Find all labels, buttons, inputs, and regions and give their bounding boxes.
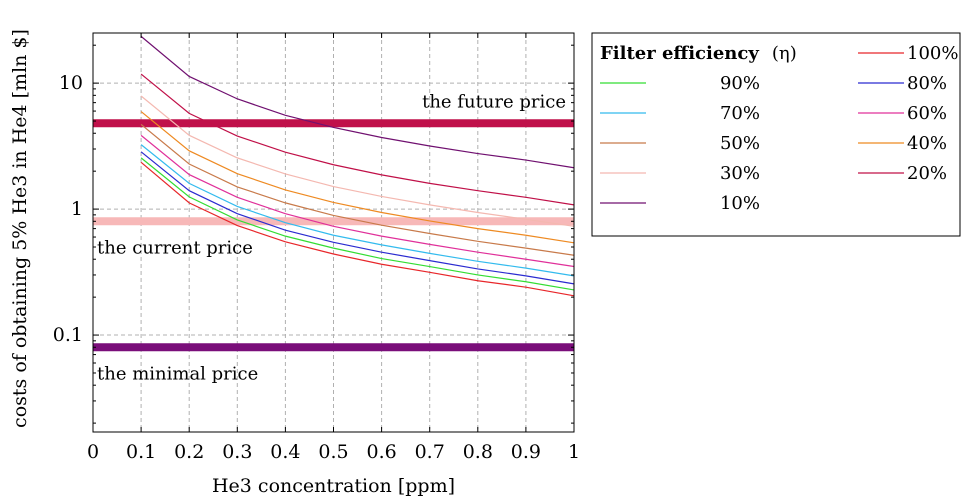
x-axis-label: He3 concentration [ppm] xyxy=(212,475,455,497)
legend: Filter efficiency (η) 100% 90% 80% 70% 60% 50… xyxy=(591,32,961,237)
y-axis-label: costs of obtaining 5% He3 in He4 [mln $] xyxy=(9,29,31,428)
x-tick-label: 1 xyxy=(568,441,580,463)
price-label: the future price xyxy=(422,91,566,112)
price-annotations: the future price the current price the min… xyxy=(97,91,566,384)
series-line xyxy=(140,157,575,291)
x-tick-label: 0.3 xyxy=(222,441,252,463)
x-tick-label: 0.5 xyxy=(318,441,348,463)
x-tick-label: 0.1 xyxy=(126,441,156,463)
series-line xyxy=(140,144,575,277)
y-tick-label: 1 xyxy=(71,198,83,220)
x-tick-label: 0.9 xyxy=(511,441,541,463)
series-line xyxy=(140,35,575,169)
legend-title: Filter efficiency (η) xyxy=(600,43,797,64)
legend-items: 100% 90% 80% 70% 60% 50% 40% 30% 20% 10% xyxy=(600,43,958,214)
x-tick-label: 0.8 xyxy=(463,441,493,463)
x-tick-label: 0.4 xyxy=(270,441,300,463)
ticks: 0 0.1 0.2 0.3 0.4 0.5 0.6 0.7 0.8 0.9 1 0.1 1 10 xyxy=(53,33,580,463)
legend-title-symbol: (η) xyxy=(772,43,797,64)
x-tick-label: 0.7 xyxy=(415,441,445,463)
legend-title-main: Filter efficiency xyxy=(600,43,759,64)
series-line xyxy=(140,111,575,244)
legend-label: 90% xyxy=(720,73,760,94)
x-tick-label: 0 xyxy=(87,441,99,463)
y-tick-label: 0.1 xyxy=(53,324,83,346)
legend-label: 60% xyxy=(907,103,947,124)
legend-box xyxy=(591,32,961,237)
legend-label: 70% xyxy=(720,103,760,124)
legend-label: 50% xyxy=(720,133,760,154)
series-lines xyxy=(140,35,575,297)
legend-label: 80% xyxy=(907,73,947,94)
legend-label: 20% xyxy=(907,163,947,184)
series-line xyxy=(140,95,575,227)
price-label: the minimal price xyxy=(97,363,258,384)
series-line xyxy=(140,161,575,297)
price-lines xyxy=(93,119,574,352)
x-tick-label: 0.2 xyxy=(174,441,204,463)
legend-label: 10% xyxy=(720,193,760,214)
series-line xyxy=(140,123,575,256)
series-line xyxy=(140,151,575,285)
legend-label: 100% xyxy=(907,43,958,64)
series-line xyxy=(140,134,575,268)
price-label: the current price xyxy=(97,237,253,258)
x-tick-label: 0.6 xyxy=(366,441,396,463)
series-line xyxy=(140,73,575,206)
y-tick-label: 10 xyxy=(59,72,83,94)
legend-label: 30% xyxy=(720,163,760,184)
legend-label: 40% xyxy=(907,133,947,154)
